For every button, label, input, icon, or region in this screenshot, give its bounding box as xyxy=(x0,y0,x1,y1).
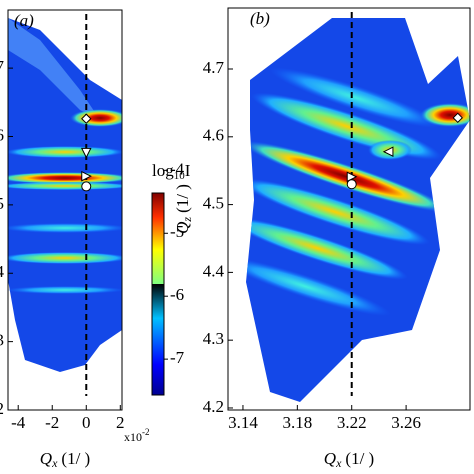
x-label-sub: x xyxy=(335,456,342,470)
x-tick-label: 3.22 xyxy=(337,413,367,432)
marker xyxy=(452,112,463,124)
x-tick-label: -4 xyxy=(11,413,26,432)
y-axis-label: Qz (1/ ) xyxy=(173,184,194,234)
colorbar-tick-label: -7 xyxy=(170,348,185,367)
colorbar-label-tail: I xyxy=(185,161,191,180)
multiplier-exp: -2 xyxy=(142,427,150,437)
x-label-main: Q xyxy=(40,449,52,468)
y-label-sub: z xyxy=(180,217,194,223)
x-tick-label: -2 xyxy=(45,413,59,432)
panel-a-intensity xyxy=(8,18,122,372)
colorbar-label-sub: 10 xyxy=(174,170,186,182)
y-tick-label: 3 xyxy=(0,331,4,350)
x-tick-label: 2 xyxy=(116,413,125,432)
marker xyxy=(80,147,92,159)
y-tick-label: 2 xyxy=(0,399,4,418)
x-axis-label: Qx (1/ ) xyxy=(324,449,374,470)
x-tick-label: 3.18 xyxy=(282,413,312,432)
y-tick-label: 4.7 xyxy=(203,58,225,77)
colorbar-tick-label: -5 xyxy=(170,222,184,241)
y-tick-label: 7 xyxy=(0,57,5,76)
colorbar xyxy=(151,192,165,396)
marker xyxy=(81,181,92,192)
x-tick-label: 3.26 xyxy=(391,413,421,432)
multiplier-base: x10 xyxy=(124,430,142,444)
marker xyxy=(346,179,357,190)
x-multiplier: x10-2 xyxy=(124,427,150,444)
x-label-unit: (1/ ) xyxy=(61,449,90,468)
y-tick-label: 4.3 xyxy=(203,329,224,348)
panel-label: (b) xyxy=(250,9,270,28)
panel-b-intensity xyxy=(246,18,470,402)
x-label-unit: (1/ ) xyxy=(345,449,374,468)
colorbar-tick-label: -6 xyxy=(170,285,184,304)
y-tick-label: 5 xyxy=(0,194,4,213)
x-tick-label: 3.14 xyxy=(228,413,258,432)
x-tick-label: 0 xyxy=(82,413,91,432)
y-label-main: Q xyxy=(173,222,192,234)
y-label-unit: (1/ ) xyxy=(173,184,192,213)
panel-a-frame xyxy=(7,9,123,411)
y-tick-label: 4.5 xyxy=(203,193,224,212)
marker xyxy=(81,113,92,124)
y-tick-label: 4 xyxy=(0,262,5,281)
x-label-sub: x xyxy=(51,456,58,470)
colorbar-label: log10I xyxy=(152,161,191,182)
panel-label: (a) xyxy=(14,11,34,30)
x-label-main: Q xyxy=(324,449,336,468)
panel-b-frame xyxy=(227,7,471,411)
marker xyxy=(382,146,394,158)
marker xyxy=(81,170,92,182)
y-tick-label: 4.6 xyxy=(203,126,224,145)
y-tick-label: 4.2 xyxy=(203,397,224,416)
x-axis-label: Qx (1/ ) xyxy=(40,449,90,470)
colorbar-tick-label: -4 xyxy=(170,159,185,178)
y-tick-label: 4.4 xyxy=(203,261,225,280)
marker xyxy=(346,171,358,183)
y-tick-label: 6 xyxy=(0,125,4,144)
colorbar-label-main: log xyxy=(152,161,174,180)
